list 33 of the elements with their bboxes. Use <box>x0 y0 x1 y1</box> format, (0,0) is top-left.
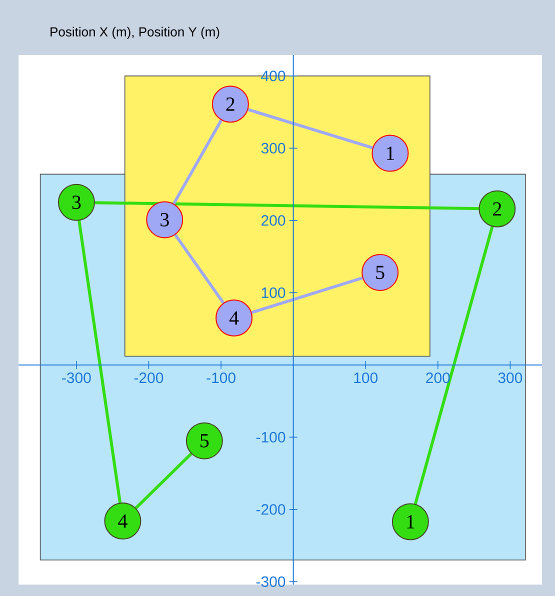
annotation: 5 <box>200 434 209 448</box>
y-tick-label: -200 <box>256 504 286 515</box>
point <box>478 190 516 228</box>
annotation: 5 <box>376 266 384 280</box>
annotation: 2 <box>493 202 502 216</box>
y-tick-label: -300 <box>256 576 286 588</box>
x-tick-label: -200 <box>134 372 164 384</box>
annotation: 2 <box>226 98 234 111</box>
annotation: 3 <box>160 213 169 226</box>
point <box>58 184 95 221</box>
point <box>146 201 184 238</box>
y-tick-label: 100 <box>262 287 286 298</box>
x-tick-label: 300 <box>498 372 522 384</box>
annotation: 4 <box>118 514 128 528</box>
point <box>186 422 223 460</box>
annotation: 1 <box>407 515 414 528</box>
point <box>216 299 253 336</box>
annotation: 4 <box>229 311 239 325</box>
annotation: 3 <box>72 196 81 210</box>
x-tick-label: -100 <box>206 372 236 384</box>
point <box>212 86 249 123</box>
point <box>362 254 399 291</box>
y-tick-label: 200 <box>262 215 286 226</box>
y-tick-label: -100 <box>256 432 286 443</box>
x-tick-label: -300 <box>62 372 91 384</box>
x-tick-label: 100 <box>354 372 378 384</box>
y-tick-label: 400 <box>261 70 286 82</box>
point <box>372 134 409 172</box>
chart-title: Position X (m), Position Y (m) <box>50 26 220 40</box>
point <box>392 503 429 540</box>
point <box>104 502 142 540</box>
annotation: 1 <box>386 146 394 160</box>
y-tick-label: 300 <box>261 142 286 154</box>
